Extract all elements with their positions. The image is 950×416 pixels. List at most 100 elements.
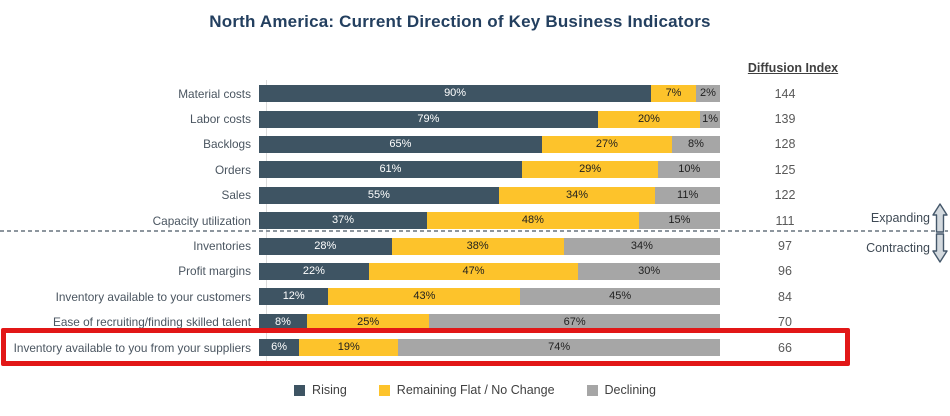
diffusion-index-value: 122 bbox=[774, 188, 796, 203]
bar-segment: 74% bbox=[398, 339, 721, 357]
diffusion-index-value: 128 bbox=[774, 137, 796, 152]
diffusion-index-value: 70 bbox=[778, 315, 792, 330]
bar-segment: 22% bbox=[259, 262, 369, 280]
stacked-bar: 37% 48% 15% bbox=[259, 212, 720, 230]
legend-label: Declining bbox=[604, 383, 656, 397]
chart-row: Profit margins 22% 47% 30% 96 bbox=[0, 259, 950, 284]
contracting-label-group: Contracting bbox=[866, 233, 948, 263]
segment-value-label: 38% bbox=[466, 239, 489, 252]
chart-row: Orders 61% 29% 10% 125 bbox=[0, 157, 950, 182]
row-label: Sales bbox=[221, 188, 251, 203]
segment-value-label: 15% bbox=[668, 214, 691, 227]
bar-segment: 67% bbox=[429, 313, 720, 331]
row-label: Material costs bbox=[178, 86, 251, 101]
chart-row: Material costs 90% 7% 2% 144 bbox=[0, 81, 950, 106]
segment-value-label: 12% bbox=[282, 290, 305, 303]
bar-segment: 43% bbox=[328, 288, 521, 306]
bar-segment: 90% bbox=[259, 85, 652, 103]
diffusion-index-value: 144 bbox=[774, 86, 796, 101]
bar-segment: 19% bbox=[299, 339, 399, 357]
legend-swatch-icon bbox=[378, 384, 390, 396]
stacked-bar: 55% 34% 11% bbox=[259, 186, 720, 204]
bar-segment: 12% bbox=[259, 288, 329, 306]
segment-value-label: 45% bbox=[609, 290, 632, 303]
legend-item: Remaining Flat / No Change bbox=[378, 383, 555, 397]
bar-segment: 45% bbox=[520, 288, 720, 306]
chart-row: Backlogs 65% 27% 8% 128 bbox=[0, 132, 950, 157]
diffusion-index-value: 125 bbox=[774, 162, 796, 177]
bar-segment: 8% bbox=[259, 313, 307, 331]
stacked-bar: 8% 25% 67% bbox=[259, 313, 720, 331]
legend-label: Remaining Flat / No Change bbox=[396, 383, 555, 397]
diffusion-index-value: 97 bbox=[778, 239, 792, 254]
chart-row: Capacity utilization 37% 48% 15% 111 bbox=[0, 208, 950, 233]
bar-segment: 2% bbox=[695, 85, 720, 103]
segment-value-label: 11% bbox=[677, 188, 699, 201]
segment-value-label: 27% bbox=[595, 137, 618, 150]
contracting-label: Contracting bbox=[866, 241, 930, 255]
bar-segment: 25% bbox=[306, 313, 430, 331]
chart-row: Sales 55% 34% 11% 122 bbox=[0, 183, 950, 208]
stacked-bar: 6% 19% 74% bbox=[259, 339, 721, 357]
legend-swatch-icon bbox=[586, 384, 598, 396]
segment-value-label: 19% bbox=[337, 341, 360, 354]
segment-value-label: 25% bbox=[357, 315, 380, 328]
segment-value-label: 20% bbox=[637, 112, 660, 125]
segment-value-label: 2% bbox=[699, 87, 716, 100]
expanding-label: Expanding bbox=[870, 211, 930, 225]
legend-item: Declining bbox=[586, 383, 656, 397]
segment-value-label: 30% bbox=[638, 264, 661, 277]
stacked-bar: 28% 38% 34% bbox=[259, 237, 720, 255]
bar-segment: 55% bbox=[259, 186, 499, 204]
bar-segment: 1% bbox=[700, 110, 720, 128]
bar-segment: 34% bbox=[563, 237, 720, 255]
row-label: Capacity utilization bbox=[152, 213, 251, 228]
down-arrow-icon bbox=[932, 233, 948, 263]
segment-value-label: 48% bbox=[521, 214, 544, 227]
diffusion-index-value: 84 bbox=[778, 289, 792, 304]
segment-value-label: 7% bbox=[665, 87, 682, 100]
diffusion-index-value: 111 bbox=[775, 213, 795, 228]
segment-value-label: 8% bbox=[688, 137, 704, 150]
chart-row: Ease of recruiting/finding skilled talen… bbox=[0, 310, 950, 335]
expanding-label-group: Expanding bbox=[871, 203, 948, 233]
diffusion-index-header: Diffusion Index bbox=[747, 61, 839, 75]
segment-value-label: 37% bbox=[332, 214, 355, 227]
bar-segment: 65% bbox=[259, 135, 542, 153]
segment-value-label: 67% bbox=[563, 315, 586, 328]
diffusion-index-value: 66 bbox=[778, 340, 792, 355]
row-label: Inventory available to your customers bbox=[55, 289, 251, 304]
bar-segment: 27% bbox=[541, 135, 673, 153]
row-label: Profit margins bbox=[178, 264, 251, 279]
row-label: Labor costs bbox=[190, 112, 251, 127]
segment-value-label: 1% bbox=[702, 112, 718, 125]
bar-segment: 20% bbox=[597, 110, 701, 128]
legend-label: Rising bbox=[312, 383, 347, 397]
legend: Rising Remaining Flat / No Change Declinin… bbox=[20, 383, 930, 397]
legend-swatch-icon bbox=[294, 384, 306, 396]
segment-value-label: 43% bbox=[413, 290, 436, 303]
segment-value-label: 6% bbox=[271, 341, 288, 354]
segment-value-label: 61% bbox=[379, 163, 402, 176]
bar-segment: 7% bbox=[651, 85, 696, 103]
bar-segment: 34% bbox=[498, 186, 656, 204]
segment-value-label: 47% bbox=[462, 264, 485, 277]
chart-row: Inventory available to your customers 12%… bbox=[0, 284, 950, 309]
stacked-bar: 12% 43% 45% bbox=[259, 288, 720, 306]
bar-segment: 38% bbox=[391, 237, 564, 255]
chart-row: Labor costs 79% 20% 1% 139 bbox=[0, 106, 950, 131]
bar-segment: 79% bbox=[259, 110, 598, 128]
bar-segment: 11% bbox=[655, 186, 720, 204]
segment-value-label: 29% bbox=[579, 163, 602, 176]
stacked-bar: 65% 27% 8% bbox=[259, 135, 720, 153]
bar-segment: 6% bbox=[259, 339, 300, 357]
segment-value-label: 10% bbox=[678, 163, 701, 176]
segment-value-label: 8% bbox=[275, 315, 291, 328]
chart-row: Inventories 28% 38% 34% 97 bbox=[0, 233, 950, 258]
segment-value-label: 34% bbox=[565, 188, 588, 201]
segment-value-label: 55% bbox=[367, 188, 390, 201]
bar-segment: 30% bbox=[578, 262, 720, 280]
row-label: Backlogs bbox=[203, 137, 251, 152]
bar-segment: 10% bbox=[658, 161, 720, 179]
diffusion-index-value: 96 bbox=[778, 264, 792, 279]
